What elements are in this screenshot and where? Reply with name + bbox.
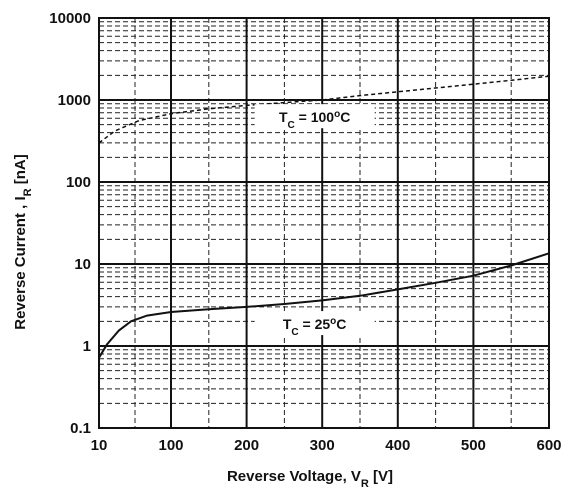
grid-layer xyxy=(98,17,550,429)
annotation-value: = 100 xyxy=(295,109,335,125)
tick-label-layer: 10 100 200 300 400 500 600 0.1 1 10 100 1000 10000 xyxy=(49,10,561,454)
series-line-2 xyxy=(98,252,550,359)
x-axis-title-sub: R xyxy=(361,478,369,489)
annotation-label-1: TC = 100oC xyxy=(279,109,350,131)
annotation-background-2 xyxy=(254,311,375,336)
annotation-sup: o xyxy=(334,109,340,120)
series-layer xyxy=(98,75,550,359)
x-axis-title-main: Reverse Voltage, V xyxy=(227,468,361,485)
y-axis-title-unit: [nA] xyxy=(12,154,29,188)
y-tick-label: 10000 xyxy=(49,10,91,27)
annotation-suffix: C xyxy=(340,109,350,125)
annotation-value: = 25 xyxy=(299,316,331,332)
x-tick-label: 10 xyxy=(91,437,108,454)
x-tick-label: 100 xyxy=(158,437,183,454)
annotation-sub: C xyxy=(288,120,295,131)
x-tick-label: 200 xyxy=(234,437,259,454)
annotation-sub: C xyxy=(291,327,298,338)
y-axis-title: Reverse Current , IR [nA] xyxy=(12,154,34,330)
y-tick-label: 0.1 xyxy=(70,420,91,437)
y-tick-label: 1 xyxy=(83,338,91,355)
x-axis-title-unit: [V] xyxy=(369,468,393,485)
annotation-label-2: TC = 25oC xyxy=(283,316,347,338)
y-axis-title-main: Reverse Current , I xyxy=(12,196,29,329)
annotation-prefix: T xyxy=(279,109,288,125)
x-tick-label: 500 xyxy=(461,437,486,454)
plot-area xyxy=(99,18,549,428)
y-tick-label: 1000 xyxy=(58,92,91,109)
x-tick-label: 600 xyxy=(536,437,561,454)
x-axis-title: Reverse Voltage, VR [V] xyxy=(227,468,393,489)
plot-frame xyxy=(98,17,550,429)
y-tick-label: 10 xyxy=(74,256,91,273)
annotation-suffix: C xyxy=(336,316,346,332)
x-tick-label: 400 xyxy=(385,437,410,454)
annotation-sup: o xyxy=(330,316,336,327)
series-line-1 xyxy=(98,75,550,144)
y-axis-title-sub: R xyxy=(22,188,34,196)
x-tick-label: 300 xyxy=(310,437,335,454)
annotation-background-1 xyxy=(254,104,375,129)
y-tick-label: 100 xyxy=(66,174,91,191)
annotation-prefix: T xyxy=(283,316,292,332)
